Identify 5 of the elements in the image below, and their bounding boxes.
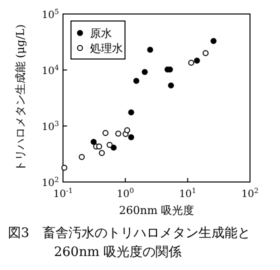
- legend-label: 原水: [90, 27, 112, 40]
- xlabel: 260nm 吸光度: [119, 204, 194, 217]
- caption: 図3 畜舎汚水のトリハロメタン生成能と260nm 吸光度の関係: [8, 225, 252, 262]
- ylabel: トリハロメタン生成能 (μg/L): [14, 24, 27, 172]
- legend-label: 処理水: [90, 42, 123, 55]
